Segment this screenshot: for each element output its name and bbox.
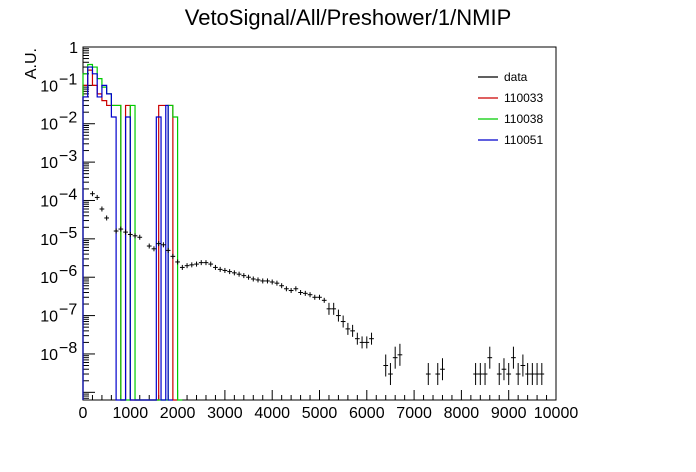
x-tick-label: 10000: [534, 405, 579, 422]
chart-title: VetoSignal/All/Preshower/1/NMIP: [185, 5, 512, 30]
x-tick-labels: 0 1000 2000 3000 4000 5000 6000 7000 8000 9000 100…: [79, 405, 579, 422]
y-tick-exponent: −4: [59, 186, 77, 203]
y-tick-labels: 110−110−210−310−410−510−610−710−8: [40, 40, 78, 364]
plot-frame: [82, 46, 557, 401]
x-tick-label: 4000: [254, 405, 290, 422]
y-tick-label: 10: [40, 155, 58, 172]
x-tick-label: 5000: [302, 405, 338, 422]
y-tick-label: 10: [40, 347, 58, 364]
y-tick-label: 10: [40, 270, 58, 287]
y-tick-label: 1: [69, 40, 78, 57]
x-tick-label: 9000: [491, 405, 527, 422]
y-tick-label: 10: [40, 78, 58, 95]
series-data: [90, 191, 545, 386]
x-tick-label: 8000: [444, 405, 480, 422]
y-tick-exponent: −5: [59, 225, 77, 242]
legend-label: 110033: [504, 91, 543, 105]
x-tick-label: 6000: [349, 405, 385, 422]
x-tick-label: 7000: [396, 405, 432, 422]
series-110051: [82, 66, 173, 401]
y-tick-exponent: −7: [59, 302, 77, 319]
y-tick-exponent: −2: [59, 110, 77, 127]
y-tick-label: 10: [40, 193, 58, 210]
legend-label: 110038: [504, 112, 543, 126]
legend-label: 110051: [504, 133, 543, 147]
y-tick-exponent: −1: [59, 71, 77, 88]
legend: data 110033 110038 110051: [478, 70, 543, 147]
series-layer: [82, 63, 545, 401]
x-tick-label: 2000: [160, 405, 196, 422]
y-tick-exponent: −8: [59, 340, 77, 357]
series-110038: [82, 63, 183, 401]
x-tick-label: 3000: [207, 405, 243, 422]
axis-ticks: [82, 46, 557, 400]
x-tick-label: 0: [79, 405, 88, 422]
y-tick-label: 10: [40, 309, 58, 326]
y-tick-label: 10: [40, 117, 58, 134]
y-tick-exponent: −3: [59, 148, 77, 165]
x-tick-label: 1000: [113, 405, 149, 422]
legend-label: data: [504, 70, 528, 84]
y-axis-label: A.U.: [23, 48, 40, 79]
y-tick-exponent: −6: [59, 263, 77, 280]
y-tick-label: 10: [40, 232, 58, 249]
